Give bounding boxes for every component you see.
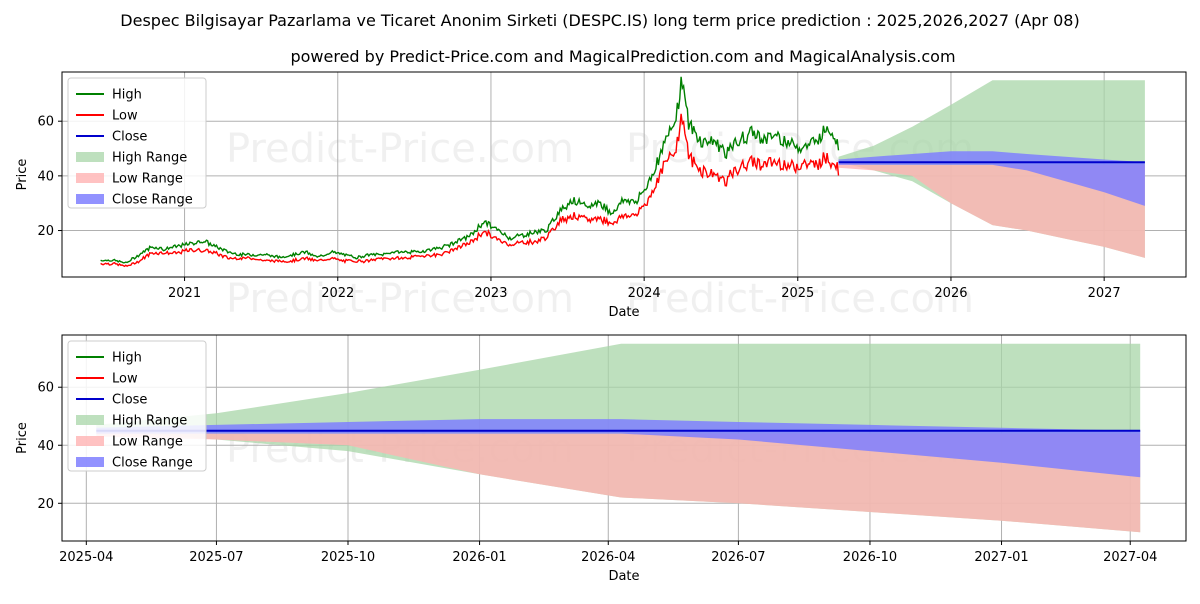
legend-label: High	[112, 351, 142, 366]
y-axis-label: Price	[15, 422, 30, 454]
legend-label: Low Range	[112, 172, 183, 187]
plot-area	[96, 343, 1141, 533]
x-tick-label: 2026-04	[581, 550, 635, 565]
watermark-text: Predict-Price.com	[626, 276, 974, 322]
legend-label: Close	[112, 130, 147, 145]
y-axis-label: Price	[15, 159, 30, 191]
x-tick-label: 2023	[474, 286, 507, 301]
legend-label: Low	[112, 372, 138, 387]
low-series-line	[100, 113, 840, 268]
x-tick-label: 2026	[934, 286, 967, 301]
legend-patch-swatch	[76, 457, 104, 467]
legend-label: Low Range	[112, 435, 183, 450]
low-range-band	[838, 162, 1145, 258]
legend-patch-swatch	[76, 173, 104, 183]
x-tick-label: 2027	[1088, 286, 1121, 301]
legend-label: High	[112, 88, 142, 103]
x-tick-label: 2025-07	[189, 550, 243, 565]
watermark-text: Predict-Price.com	[226, 126, 574, 172]
y-tick-label: 20	[37, 497, 54, 512]
legend-label: Close Range	[112, 193, 193, 208]
legend-patch-swatch	[76, 415, 104, 425]
x-tick-label: 2026-01	[452, 550, 506, 565]
x-tick-label: 2027-04	[1103, 550, 1157, 565]
y-tick-label: 20	[37, 224, 54, 239]
legend-label: Close	[112, 393, 147, 408]
x-tick-label: 2026-07	[711, 550, 765, 565]
legend-patch-swatch	[76, 152, 104, 162]
axes-frame	[61, 334, 1187, 542]
axes-frame	[61, 71, 1187, 278]
x-tick-label: 2025-04	[59, 550, 113, 565]
x-tick-label: 2021	[168, 286, 201, 301]
close-range-band	[96, 419, 1141, 478]
plot-area	[100, 76, 1145, 268]
legend-label: High Range	[112, 414, 187, 429]
x-tick-label: 2022	[321, 286, 354, 301]
chart-title: Despec Bilgisayar Pazarlama ve Ticaret A…	[120, 11, 1079, 30]
x-axis-label: Date	[608, 569, 639, 584]
chart-subtitle: powered by Predict-Price.com and Magical…	[290, 47, 955, 66]
legend-label: High Range	[112, 151, 187, 166]
legend-patch-swatch	[76, 436, 104, 446]
x-tick-label: 2025	[781, 286, 814, 301]
y-tick-label: 40	[37, 439, 54, 454]
y-tick-label: 60	[37, 381, 54, 396]
low-range-band	[96, 430, 1141, 533]
legend-label: Close Range	[112, 456, 193, 471]
x-tick-label: 2026-10	[843, 550, 897, 565]
high-series-line	[100, 76, 840, 264]
watermark-text: Predict-Price.com	[226, 276, 574, 322]
legend-patch-swatch	[76, 194, 104, 204]
x-tick-label: 2025-10	[321, 550, 375, 565]
close-range-band	[838, 151, 1145, 206]
legend-label: Low	[112, 109, 138, 124]
x-axis-label: Date	[608, 305, 639, 320]
x-tick-label: 2027-01	[974, 550, 1028, 565]
bottom-panel: Predict-Price.comPredict-Price.com204060…	[15, 334, 1187, 584]
y-tick-label: 40	[37, 169, 54, 184]
x-tick-label: 2024	[628, 286, 661, 301]
y-tick-label: 60	[37, 115, 54, 130]
top-panel: Predict-Price.com Predict-Price.com Predic…	[15, 71, 1187, 322]
